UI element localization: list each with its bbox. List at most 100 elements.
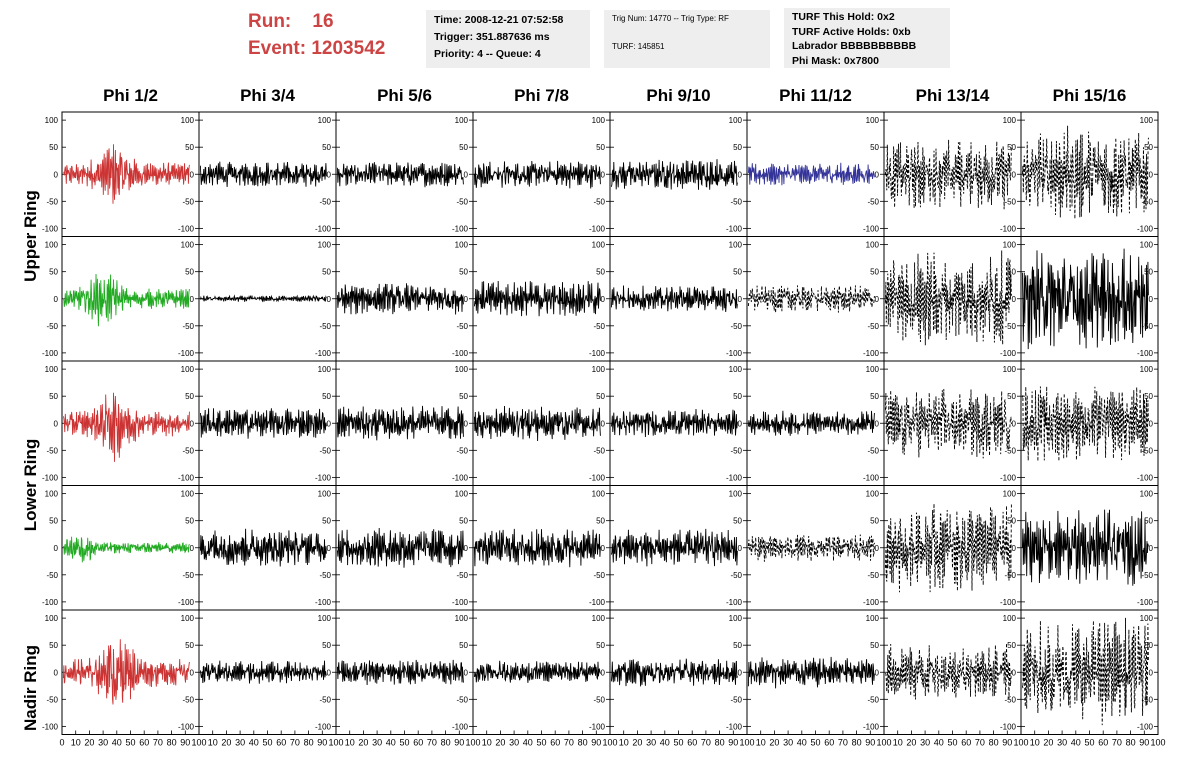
- y-tick-label: 100: [592, 490, 606, 499]
- waveform-line: [884, 250, 1012, 346]
- y-tick-label: 0: [190, 419, 195, 428]
- y-tick-label: 0: [875, 668, 880, 677]
- waveform-line: [199, 660, 327, 684]
- waveform-line: [747, 534, 875, 562]
- y-tick-label: -50: [1004, 695, 1016, 704]
- x-tick-label: 80: [578, 738, 588, 748]
- waveform-line: [62, 273, 190, 327]
- y-tick-label: 50: [596, 392, 605, 401]
- x-tick-label: 30: [783, 738, 793, 748]
- y-tick-label: -50: [1004, 322, 1016, 331]
- y-tick-label: 0: [601, 419, 606, 428]
- y-tick-label: 0: [190, 544, 195, 553]
- y-tick-label: 50: [596, 143, 605, 152]
- y-tick-label: 0: [1012, 668, 1017, 677]
- y-tick-label: 100: [455, 116, 469, 125]
- y-tick-label: -100: [315, 473, 332, 482]
- y-tick-label: -50: [46, 197, 58, 206]
- y-tick-label: 0: [190, 295, 195, 304]
- y-tick-label: 50: [49, 517, 58, 526]
- y-tick-label: -100: [589, 722, 606, 731]
- y-tick-label: -50: [456, 695, 468, 704]
- y-tick-label: 0: [1012, 419, 1017, 428]
- x-tick-label: 90: [865, 738, 875, 748]
- y-tick-label: -100: [452, 473, 469, 482]
- x-tick-label: 80: [167, 738, 177, 748]
- x-tick-label: 50: [125, 738, 135, 748]
- y-tick-label: -50: [456, 446, 468, 455]
- y-tick-label: 0: [464, 544, 469, 553]
- x-tick-label: 70: [153, 738, 163, 748]
- y-tick-label: -50: [593, 571, 605, 580]
- y-tick-label: -50: [730, 446, 742, 455]
- y-tick-label: 50: [1144, 268, 1153, 277]
- y-tick-label: 50: [1144, 143, 1153, 152]
- y-tick-label: 100: [1140, 490, 1154, 499]
- y-tick-label: 0: [601, 295, 606, 304]
- y-tick-label: -50: [46, 322, 58, 331]
- y-tick-label: 100: [181, 365, 195, 374]
- y-tick-label: 100: [318, 365, 332, 374]
- x-tick-label: 90: [454, 738, 464, 748]
- x-tick-label: 10: [345, 738, 355, 748]
- y-tick-label: -50: [319, 695, 331, 704]
- y-tick-label: 0: [875, 419, 880, 428]
- run-line: Run: 16: [248, 8, 418, 35]
- waveform-line: [610, 285, 738, 313]
- waveform-line: [747, 656, 875, 689]
- x-tick-label: 10: [208, 738, 218, 748]
- y-tick-label: -100: [315, 224, 332, 233]
- waveform-line: [199, 408, 327, 439]
- y-tick-label: 50: [596, 268, 605, 277]
- x-tick-label: 100: [602, 738, 617, 748]
- y-tick-label: -100: [1000, 722, 1017, 731]
- x-tick-label: 20: [495, 738, 505, 748]
- event-line: Event: 1203542: [248, 35, 418, 62]
- y-tick-label: 50: [322, 392, 331, 401]
- y-tick-label: 50: [596, 517, 605, 526]
- y-tick-label: 100: [1140, 241, 1154, 250]
- y-tick-label: 0: [190, 170, 195, 179]
- y-tick-label: -100: [42, 722, 59, 731]
- y-tick-label: 50: [185, 268, 194, 277]
- x-tick-label: 90: [591, 738, 601, 748]
- x-tick-label: 70: [1112, 738, 1122, 748]
- y-tick-label: 100: [729, 365, 743, 374]
- y-tick-label: 100: [1003, 365, 1017, 374]
- trigger-line: Trigger: 351.887636 ms: [434, 31, 550, 43]
- x-tick-label: 50: [1084, 738, 1094, 748]
- panel-frame: [1020, 360, 1159, 486]
- y-tick-label: -100: [726, 722, 743, 731]
- x-tick-label: 50: [947, 738, 957, 748]
- y-tick-label: -100: [589, 224, 606, 233]
- turf-active-line: TURF Active Holds: 0xb: [792, 25, 911, 38]
- y-tick-label: 50: [733, 392, 742, 401]
- y-tick-label: -100: [589, 349, 606, 358]
- y-tick-label: -50: [730, 571, 742, 580]
- waveform-line: [473, 280, 601, 317]
- x-tick-label: 30: [509, 738, 519, 748]
- col-header-7: Phi 13/14: [915, 86, 990, 105]
- x-tick-label: 80: [1126, 738, 1136, 748]
- x-tick-label: 20: [1043, 738, 1053, 748]
- y-tick-label: -100: [42, 224, 59, 233]
- y-tick-label: 0: [1149, 668, 1154, 677]
- waveform-line: [610, 159, 738, 190]
- x-tick-label: 60: [824, 738, 834, 748]
- y-tick-label: 100: [181, 614, 195, 623]
- waveform-line: [336, 659, 464, 686]
- y-tick-label: -50: [1141, 197, 1153, 206]
- y-tick-label: -50: [730, 197, 742, 206]
- col-header-4: Phi 7/8: [514, 86, 569, 105]
- y-tick-label: -100: [863, 473, 880, 482]
- y-tick-label: 0: [1149, 170, 1154, 179]
- waveform-line: [1021, 248, 1149, 350]
- y-tick-label: 100: [729, 490, 743, 499]
- y-tick-label: 0: [190, 668, 195, 677]
- y-tick-label: 100: [592, 116, 606, 125]
- y-tick-label: -100: [452, 224, 469, 233]
- y-tick-label: 100: [592, 365, 606, 374]
- y-tick-label: 100: [455, 365, 469, 374]
- y-tick-label: -100: [178, 349, 195, 358]
- y-tick-label: 50: [733, 517, 742, 526]
